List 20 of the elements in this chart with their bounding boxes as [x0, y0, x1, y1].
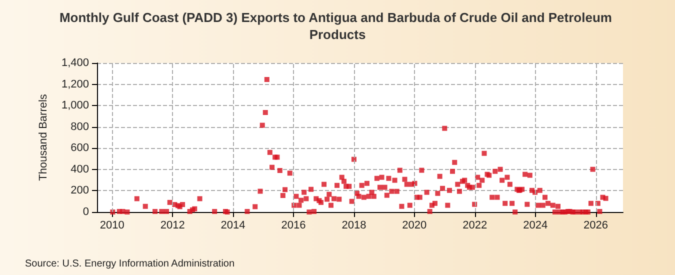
x-tick-label: 2024	[523, 220, 548, 232]
x-tick-label: 2014	[220, 220, 246, 232]
y-tick-label: 1,200	[61, 78, 89, 90]
x-tick-label: 2016	[281, 220, 306, 232]
y-tick-label: 400	[70, 163, 89, 176]
y-axis-title: Thousand Barrels	[38, 94, 50, 181]
source-note: Source: U.S. Energy Information Administration	[25, 258, 235, 270]
x-tick-label: 2012	[160, 220, 185, 232]
x-tick-label: 2020	[402, 220, 427, 232]
chart-title: Monthly Gulf Coast (PADD 3) Exports to Antigua and Barbuda of Crude Oil and Petroleum Products	[59, 10, 616, 42]
x-tick-label: 2026	[584, 220, 608, 232]
y-tick-label: 1,000	[61, 100, 89, 112]
x-tick-label: 2018	[342, 220, 366, 232]
y-tick-label: 200	[70, 184, 89, 197]
y-tick-label: 600	[70, 142, 89, 154]
y-tick-label: 1,400	[61, 57, 89, 69]
y-tick-label: 0	[82, 206, 89, 218]
x-tick-label: 2022	[462, 220, 488, 232]
y-tick-label: 800	[70, 120, 89, 133]
x-tick-label: 2010	[100, 220, 124, 232]
